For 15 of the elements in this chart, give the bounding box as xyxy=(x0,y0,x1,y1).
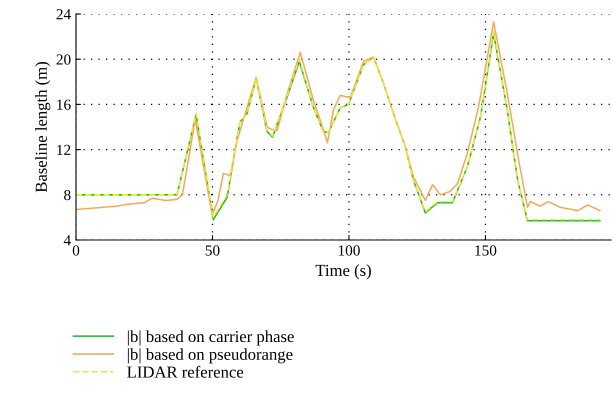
y-tick-label: 16 xyxy=(57,100,71,110)
x-tick-label: 50 xyxy=(206,245,220,256)
y-tick-label: 12 xyxy=(57,144,70,155)
y-axis-title: Baseline length (m) xyxy=(35,62,50,192)
y-tick-label: 24 xyxy=(56,9,71,20)
y-tick-label: 20 xyxy=(56,54,71,65)
x-axis-title: Time (s) xyxy=(316,264,371,280)
x-tick-label: 0 xyxy=(72,245,80,256)
legend-label: |b| based on carrier phase xyxy=(128,330,294,346)
x-tick-label: 100 xyxy=(338,245,360,256)
y-tick-label: 4 xyxy=(64,235,71,246)
x-tick-label: 150 xyxy=(475,245,496,256)
legend-label: LIDAR reference xyxy=(127,366,244,378)
y-tick-label: 8 xyxy=(64,190,71,200)
legend-label: |b| based on pseudorange xyxy=(128,348,292,364)
